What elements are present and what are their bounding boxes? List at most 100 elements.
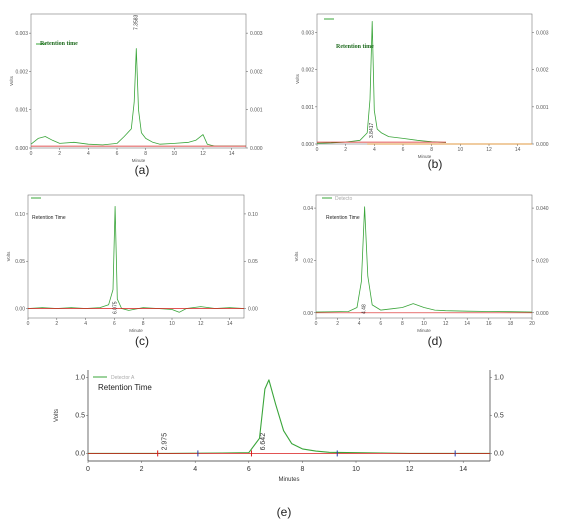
panel-e-x-tick-label: 6 <box>247 466 251 473</box>
panel-b-x-axis-title: Minute <box>418 154 432 159</box>
panel-a-x-tick-label: 6 <box>116 151 119 157</box>
panel-e-y-right-tick-label: 0.0 <box>494 450 504 457</box>
panel-b-legend-label: Retention time <box>336 44 374 50</box>
panel-b-y-axis-title: Volts <box>295 73 300 84</box>
panel-c-x-tick-label: 10 <box>169 321 175 327</box>
panel-d-x-tick-label: 18 <box>508 321 514 327</box>
panel-d-y-tick-label: 0.04 <box>303 206 313 212</box>
panel-e-x-tick-label: 0 <box>86 466 90 473</box>
panel-d-legend-label: Retention Time <box>326 215 360 221</box>
panel-d-y-right-tick-label: 0.000 <box>536 311 549 317</box>
panel-d-legend-header: Detecto <box>335 196 352 202</box>
panel-e-y-right-tick-label: 1.0 <box>494 375 504 382</box>
panel-e-x-tick-label: 12 <box>406 466 414 473</box>
panel-c-x-tick-label: 0 <box>27 321 30 327</box>
panel-e-caption: (e) <box>277 505 292 519</box>
panel-e-x-tick-label: 14 <box>459 466 467 473</box>
panel-b-y-right-tick-label: 0.000 <box>536 142 549 148</box>
panel-e-x-tick-label: 4 <box>193 466 197 473</box>
panel-a-x-tick-label: 2 <box>58 151 61 157</box>
panel-e-y-tick-label: 0.0 <box>75 450 85 457</box>
panel-d-x-axis-title: Minute <box>417 328 431 333</box>
panel-d-x-tick-label: 4 <box>358 321 361 327</box>
panel-e-x-tick-label: 10 <box>352 466 360 473</box>
panel-a-x-tick-label: 8 <box>144 151 147 157</box>
panel-c-x-tick-label: 4 <box>84 321 87 327</box>
panel-d-peak-label: 4.48 <box>361 304 367 314</box>
panel-d-x-tick-label: 14 <box>464 321 470 327</box>
panel-a-x-axis-title: Minute <box>132 158 146 163</box>
panel-a-y-tick-label: 0.002 <box>15 69 28 75</box>
panel-d-y-right-tick-label: 0.040 <box>536 206 549 212</box>
panel-b-y-tick-label: 0.000 <box>301 142 314 148</box>
panel-b-plot-frame <box>316 13 533 145</box>
panel-a-y-right-tick-label: 0.002 <box>250 69 263 75</box>
panel-d-x-tick-label: 16 <box>486 321 492 327</box>
panel-e-x-tick-label: 8 <box>300 466 304 473</box>
panel-b-x-tick-label: 6 <box>402 147 405 153</box>
panel-c-x-tick-label: 12 <box>198 321 204 327</box>
panel-a-y-right-tick-label: 0.001 <box>250 108 263 114</box>
panel-b-y-tick-label: 0.001 <box>301 105 314 111</box>
panel-b-y-right-tick-label: 0.001 <box>536 105 549 111</box>
panel-b-x-tick-label: 2 <box>344 147 347 153</box>
panel-c-y-right-tick-label: 0.05 <box>248 259 258 265</box>
panel-d-y-tick-label: 0.02 <box>303 258 313 264</box>
panel-c-y-axis-title: Volts <box>6 251 11 262</box>
panel-d-series-trace <box>315 206 533 313</box>
panel-e-x-tick-label: 2 <box>140 466 144 473</box>
panel-e-y-tick-label: 1.0 <box>75 375 85 382</box>
panel-b-y-tick-label: 0.003 <box>301 31 314 37</box>
panel-a-caption: (a) <box>135 163 150 177</box>
panel-c-y-right-tick-label: 0.10 <box>248 212 258 218</box>
panel-e-y-tick-label: 0.5 <box>75 413 85 420</box>
panel-b-x-tick-label: 12 <box>486 147 492 153</box>
panel-d-x-tick-label: 8 <box>401 321 404 327</box>
panel-b-x-tick-label: 0 <box>316 147 319 153</box>
panel-b-x-tick-label: 10 <box>458 147 464 153</box>
panel-c-y-tick-label: 0.10 <box>15 212 25 218</box>
panel-a-plot-frame <box>30 13 247 149</box>
panel-d-y-tick-label: 0.00 <box>303 311 313 317</box>
panel-c-plot-frame <box>27 194 245 319</box>
panel-e-x-axis-title: Minutes <box>278 477 299 483</box>
panel-c-peak-label: 6.075 <box>112 301 118 314</box>
panel-d-x-tick-label: 2 <box>336 321 339 327</box>
panel-d-x-tick-label: 10 <box>421 321 427 327</box>
panel-c-x-tick-label: 2 <box>55 321 58 327</box>
panel-e-y-right-tick-label: 0.5 <box>494 413 504 420</box>
panel-a-x-tick-label: 12 <box>200 151 206 157</box>
panel-c-y-tick-label: 0.05 <box>15 259 25 265</box>
panel-c-x-tick-label: 14 <box>227 321 233 327</box>
panel-a-y-right-tick-label: 0.000 <box>250 146 263 152</box>
panel-d-y-axis-title: Volts <box>294 251 299 262</box>
panel-c-y-right-tick-label: 0.00 <box>248 307 258 313</box>
panel-e-legend-label: Retention Time <box>98 383 152 392</box>
panel-a-y-tick-label: 0.003 <box>15 31 28 37</box>
panel-b-series-trace <box>316 20 447 144</box>
panel-e-peak-annotation: 2.975 <box>162 433 169 451</box>
panel-b-x-tick-label: 14 <box>515 147 521 153</box>
panel-a-series-trace <box>30 48 246 147</box>
panel-b-y-right-tick-label: 0.002 <box>536 68 549 74</box>
panel-d-x-tick-label: 6 <box>379 321 382 327</box>
panel-c-legend-label: Retention Time <box>32 215 66 221</box>
panel-c-x-tick-label: 6 <box>113 321 116 327</box>
panel-a-x-tick-label: 4 <box>87 151 90 157</box>
panel-a-y-tick-label: 0.000 <box>15 146 28 152</box>
panel-a-x-tick-label: 14 <box>229 151 235 157</box>
panel-d-x-tick-label: 20 <box>529 321 535 327</box>
panel-a-legend-label: Retention time <box>40 41 78 47</box>
panel-a-y-tick-label: 0.001 <box>15 108 28 114</box>
panel-b-x-tick-label: 8 <box>430 147 433 153</box>
panel-b-y-right-tick-label: 0.003 <box>536 31 549 37</box>
panel-c-x-axis-title: Minute <box>129 328 143 333</box>
panel-d-y-right-tick-label: 0.020 <box>536 258 549 264</box>
panel-b-caption: (b) <box>428 157 443 171</box>
panel-b-x-tick-label: 4 <box>373 147 376 153</box>
panel-d-caption: (d) <box>428 334 443 348</box>
panel-b-peak-label: 3.8417 <box>369 122 375 138</box>
panel-e-legend-header: Detector A <box>111 375 135 381</box>
panel-d-plot-frame <box>315 194 533 319</box>
